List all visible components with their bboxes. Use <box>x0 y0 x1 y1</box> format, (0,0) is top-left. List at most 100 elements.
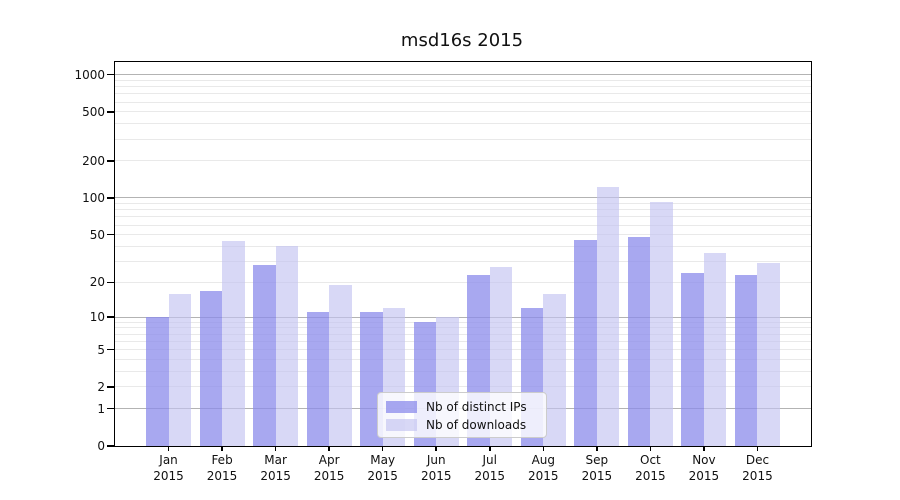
gridline-minor <box>115 370 811 372</box>
gridline-minor <box>115 260 811 262</box>
y-tick-label: 10 <box>89 310 105 325</box>
x-tick-label: Oct 2015 <box>610 452 690 484</box>
bar-downloads-sep <box>596 186 620 446</box>
x-tick-label: Aug 2015 <box>503 452 583 484</box>
x-tick-month: Jul <box>482 453 497 467</box>
x-tick-label: Jan 2015 <box>129 452 209 484</box>
x-tick-year: 2015 <box>367 469 398 483</box>
gridline-major <box>115 197 811 199</box>
gridline-minor <box>115 111 811 113</box>
gridline-minor <box>115 138 811 140</box>
x-tick-month: Sep <box>585 453 609 467</box>
bar-downloads-jan <box>168 293 192 446</box>
gridline-minor <box>115 234 811 236</box>
bar-distinct-ips-dec <box>734 275 758 446</box>
x-tick-year: 2015 <box>260 469 291 483</box>
bar-downloads-mar <box>275 246 299 446</box>
gridline-major <box>115 74 811 76</box>
x-tick-mark <box>167 446 170 451</box>
x-tick-month: May <box>370 453 396 467</box>
y-tick-mark <box>107 73 114 76</box>
x-tick-mark <box>756 446 759 451</box>
gridline-minor <box>115 359 811 360</box>
x-tick-mark <box>596 446 598 451</box>
x-tick-label: Mar 2015 <box>236 452 316 484</box>
legend-swatch-distinct-ips <box>386 401 417 413</box>
bar-downloads-dec <box>757 263 780 446</box>
gridline-minor <box>115 203 811 205</box>
x-tick-label: Apr 2015 <box>289 452 369 484</box>
x-tick-year: 2015 <box>581 469 613 483</box>
gridline-minor <box>115 123 811 125</box>
x-tick-label: Nov 2015 <box>664 452 744 484</box>
x-tick-year: 2015 <box>206 469 238 483</box>
gridline-minor <box>115 340 811 342</box>
x-tick-mark <box>274 446 277 451</box>
y-tick-mark <box>107 111 114 113</box>
x-tick-mark <box>703 446 705 451</box>
gridline-minor <box>115 216 811 218</box>
x-tick-year: 2015 <box>474 469 506 483</box>
y-tick-label: 20 <box>89 275 105 290</box>
x-tick-month: Jun <box>426 453 446 467</box>
x-tick-label: Sep 2015 <box>557 452 637 484</box>
gridline-minor <box>115 327 811 329</box>
legend-swatch-downloads <box>386 419 417 431</box>
x-tick-label: Feb 2015 <box>182 452 262 484</box>
x-tick-month: Mar <box>264 453 287 467</box>
y-tick-mark <box>107 316 114 318</box>
plot-area: 0 1 2 5 10 20 50 100 200 500 1000 Jan 2015 Feb 2015 Mar… <box>74 61 812 483</box>
x-tick-month: Aug <box>531 453 556 467</box>
x-tick-mark <box>328 446 330 451</box>
x-tick-mark <box>542 446 545 451</box>
gridline-minor <box>115 160 811 162</box>
x-tick-mark <box>489 446 491 451</box>
x-tick-label: Dec 2015 <box>717 452 797 484</box>
x-tick-year: 2015 <box>313 469 345 483</box>
gridline-minor <box>115 386 811 388</box>
x-tick-month: Feb <box>211 453 233 467</box>
y-tick-label: 100 <box>82 190 105 205</box>
bar-distinct-ips-mar <box>253 265 276 446</box>
x-tick-label: May 2015 <box>343 452 423 484</box>
x-tick-year: 2015 <box>528 469 559 483</box>
gridline-major <box>115 316 811 318</box>
x-tick-label: Jun 2015 <box>396 452 476 484</box>
gridline-minor <box>115 349 811 351</box>
y-tick-label: 5 <box>97 342 105 357</box>
bar-distinct-ips-nov <box>681 273 704 446</box>
bar-distinct-ips-sep <box>574 240 597 446</box>
x-tick-label: Jul 2015 <box>450 452 530 484</box>
x-tick-month: Nov <box>692 453 716 467</box>
x-tick-month: Apr <box>318 453 340 467</box>
y-tick-mark <box>107 349 114 351</box>
legend-label: Nb of distinct IPs <box>426 400 527 414</box>
y-tick-mark <box>107 281 114 284</box>
legend-box: Nb of distinct IPs Nb of downloads <box>377 392 547 438</box>
gridline-minor <box>115 209 811 211</box>
y-tick-mark <box>107 408 114 410</box>
legend-item-downloads: Nb of downloads <box>386 416 538 434</box>
gridline-minor <box>115 321 811 323</box>
gridline-minor <box>115 101 811 103</box>
y-tick-label: 2 <box>97 379 105 394</box>
y-tick-mark <box>107 233 114 236</box>
bar-downloads-nov <box>703 253 727 446</box>
y-tick-mark <box>107 160 114 162</box>
y-tick-mark <box>107 197 114 199</box>
bar-downloads-oct <box>650 201 673 446</box>
gridline-minor <box>115 86 811 88</box>
bar-distinct-ips-apr <box>306 312 330 446</box>
bar-distinct-ips-oct <box>627 236 651 446</box>
x-tick-mark <box>381 446 384 451</box>
x-tick-month: Dec <box>745 453 770 467</box>
gridline-minor <box>115 224 811 226</box>
bar-downloads-aug <box>543 293 566 446</box>
y-tick-mark <box>107 445 114 447</box>
x-tick-year: 2015 <box>420 469 452 483</box>
y-tick-mark <box>107 386 114 388</box>
bar-distinct-ips-jan <box>146 317 169 446</box>
y-tick-label: 50 <box>89 227 105 242</box>
bar-downloads-apr <box>329 284 352 446</box>
